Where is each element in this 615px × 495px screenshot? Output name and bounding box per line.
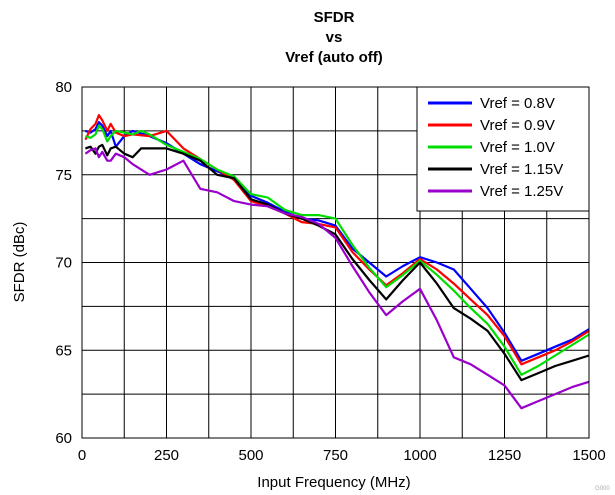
x-tick-label: 500: [238, 447, 263, 464]
legend-entry-label: Vref = 1.0V: [480, 139, 555, 156]
plot-area-frame: [81, 86, 590, 439]
x-tick-labels: 0 250 500 750 1000 1250 1500: [78, 447, 606, 464]
legend: Vref = 0.8V Vref = 0.9V Vref = 1.0V Vref = …: [416, 86, 590, 212]
x-tick-label: 750: [323, 447, 348, 464]
legend-entry-label: Vref = 0.9V: [480, 117, 555, 134]
y-axis-label: SFDR (dBc): [11, 222, 28, 303]
legend-entry-label: Vref = 0.8V: [480, 95, 555, 112]
x-tick-label: 0: [78, 447, 86, 464]
chart-title-line-1: SFDR: [314, 9, 355, 26]
legend-entry-label: Vref = 1.25V: [480, 183, 563, 200]
y-tick-label: 70: [55, 255, 72, 272]
chart-title-line-3: Vref (auto off): [285, 49, 383, 66]
y-tick-label: 65: [55, 342, 72, 359]
series-line-vref-1-0v: [85, 124, 590, 376]
y-tick-labels: 60 65 70 75 80: [55, 79, 72, 447]
x-tick-label: 1250: [488, 447, 521, 464]
series-lines: [84, 113, 590, 410]
legend-entry-label: Vref = 1.15V: [480, 161, 563, 178]
series-line-vref-0-8v: [85, 120, 590, 362]
chart-title-line-2: vs: [326, 29, 343, 46]
y-tick-label: 80: [55, 79, 72, 96]
x-axis-label: Input Frequency (MHz): [257, 474, 410, 491]
x-tick-label: 250: [154, 447, 179, 464]
x-tick-label: 1500: [572, 447, 605, 464]
x-tick-label: 1000: [403, 447, 436, 464]
watermark: G000: [595, 486, 610, 492]
series-line-vref-1-25v: [84, 147, 590, 410]
y-tick-label: 75: [55, 167, 72, 184]
y-tick-label: 60: [55, 430, 72, 447]
